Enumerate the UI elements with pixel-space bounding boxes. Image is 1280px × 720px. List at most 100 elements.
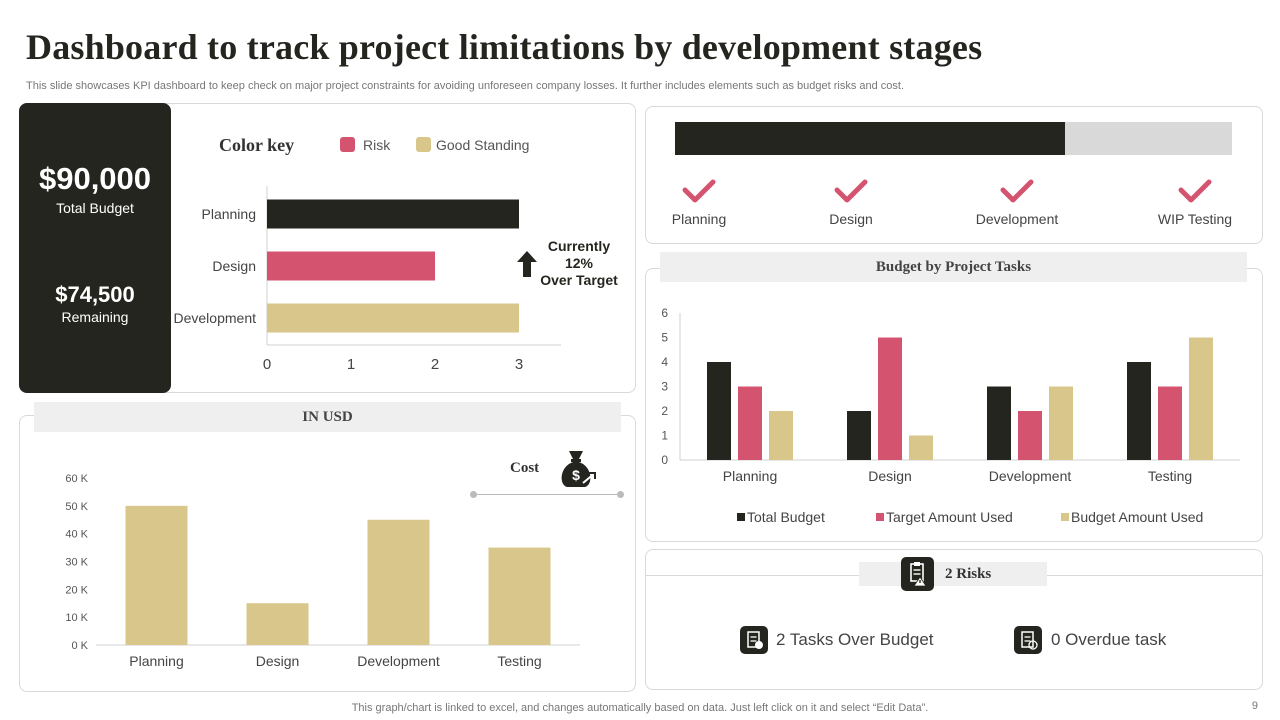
y-tick-label: 3: [661, 380, 668, 394]
y-tick-label: 20 K: [65, 584, 88, 596]
y-tick-label: 6: [661, 306, 668, 320]
category-label: Design: [256, 653, 300, 669]
good-standing-swatch: [416, 137, 431, 152]
task-bar-development-1: [1018, 411, 1042, 460]
task-bar-development-2: [1049, 386, 1073, 460]
good-standing-key-label: Good Standing: [436, 137, 530, 153]
risks-count: 2 Risks: [945, 566, 992, 582]
task-bar-testing-0: [1127, 362, 1151, 460]
tasks-band: Budget by Project Tasks: [660, 252, 1247, 282]
task-bar-planning-1: [738, 386, 762, 460]
total-budget-value: $90,000: [38, 161, 152, 196]
over-target-line1: Currently: [547, 238, 611, 254]
category-label: Design: [212, 258, 256, 274]
footer-note: This graph/chart is linked to excel, and…: [351, 702, 929, 714]
cost-bar-testing: [488, 547, 551, 645]
legend-swatch: [1061, 513, 1069, 521]
y-tick-label: 4: [661, 355, 668, 369]
risk-swatch: [340, 137, 355, 152]
over-target-line2: 12%: [564, 255, 594, 271]
check-icon: [834, 178, 868, 209]
task-bar-development-0: [987, 386, 1011, 460]
cost-bar-planning: [125, 505, 188, 645]
legend-swatch: [876, 513, 884, 521]
cost-chart: 0 K 10 K 20 K 30 K 40 K 50 K 60 K Planning Desig…: [65, 473, 580, 669]
x-tick-label: 0: [263, 356, 271, 373]
category-label: Planning: [129, 653, 184, 669]
page-title: Dashboard to track project limitations b…: [26, 27, 983, 67]
y-tick-label: 5: [661, 331, 668, 345]
cost-bar-development: [367, 519, 430, 645]
over-target-line3: Over Target: [540, 272, 618, 288]
cost-divider-dot-right: [617, 491, 624, 498]
y-tick-label: 10 K: [65, 612, 88, 624]
x-tick-label: 1: [347, 356, 355, 373]
risk-key-label: Risk: [363, 137, 391, 153]
risks-band: [859, 562, 1047, 586]
progress-track: [675, 122, 1232, 155]
category-label: Planning: [202, 206, 257, 222]
over-budget-icon: [740, 626, 768, 654]
task-bar-design-1: [878, 337, 902, 460]
color-key-title: Color key: [219, 135, 295, 155]
check-icon: [682, 178, 716, 209]
stage-label: Design: [829, 211, 873, 227]
up-arrow-icon: [517, 251, 537, 282]
budget-by-tasks-chart: 0 1 2 3 4 5 6 Planning Design Development Testing T…: [661, 306, 1240, 525]
task-bar-design-2: [909, 435, 933, 460]
check-icon: [1178, 178, 1212, 209]
category-label: Testing: [1148, 468, 1192, 484]
budget-panel: $90,000 Total Budget $74,500 Remaining: [19, 103, 171, 393]
category-label: Development: [174, 310, 257, 326]
stage-label: WIP Testing: [1157, 211, 1233, 227]
overdue-text: 0 Overdue task: [1051, 630, 1167, 649]
stage-label: Development: [975, 211, 1059, 227]
y-tick-label: 40 K: [65, 529, 88, 541]
remaining-label: Remaining: [61, 309, 129, 325]
cost-bar-design: [246, 603, 309, 645]
risk-report-icon: [901, 557, 934, 591]
y-tick-label: 60 K: [65, 473, 88, 485]
x-tick-label: 2: [431, 356, 439, 373]
y-tick-label: 30 K: [65, 557, 88, 569]
category-label: Development: [989, 468, 1072, 484]
y-tick-label: 0: [661, 453, 668, 467]
stage-status-chart: Planning Design Development 0 1 2 3: [174, 186, 561, 373]
task-bar-testing-2: [1189, 337, 1213, 460]
bar-development: [267, 303, 519, 333]
bar-planning: [267, 199, 519, 229]
svg-text:$: $: [572, 467, 580, 483]
in-usd-band: IN USD: [34, 402, 621, 432]
legend-label: Budget Amount Used: [1071, 509, 1203, 525]
y-tick-label: 2: [661, 404, 668, 418]
overdue-icon: [1014, 626, 1042, 654]
over-target-callout: Currently 12% Over Target: [534, 238, 624, 289]
stage-label: Planning: [671, 211, 727, 227]
cost-divider: [473, 494, 621, 495]
page-number: 9: [1251, 700, 1258, 712]
category-label: Design: [868, 468, 912, 484]
task-bar-planning-2: [769, 411, 793, 460]
category-label: Testing: [497, 653, 541, 669]
remaining-value: $74,500: [55, 282, 135, 307]
y-tick-label: 1: [661, 429, 668, 443]
legend-swatch: [737, 513, 745, 521]
x-tick-label: 3: [515, 356, 523, 373]
total-budget-label: Total Budget: [56, 200, 134, 216]
cost-label: Cost: [510, 460, 540, 476]
over-budget-text: 2 Tasks Over Budget: [776, 630, 934, 649]
task-bar-testing-1: [1158, 386, 1182, 460]
legend-label: Total Budget: [747, 509, 825, 525]
y-tick-label: 50 K: [65, 501, 88, 513]
cost-divider-dot-left: [470, 491, 477, 498]
money-bag-icon: $: [555, 447, 597, 494]
legend-label: Target Amount Used: [886, 509, 1013, 525]
category-label: Planning: [723, 468, 778, 484]
task-bar-design-0: [847, 411, 871, 460]
category-label: Development: [357, 653, 440, 669]
y-tick-label: 0 K: [71, 640, 88, 652]
progress-fill: [675, 122, 1065, 155]
page-subtitle: This slide showcases KPI dashboard to ke…: [26, 80, 905, 92]
check-icon: [1000, 178, 1034, 209]
bar-design: [267, 251, 435, 281]
